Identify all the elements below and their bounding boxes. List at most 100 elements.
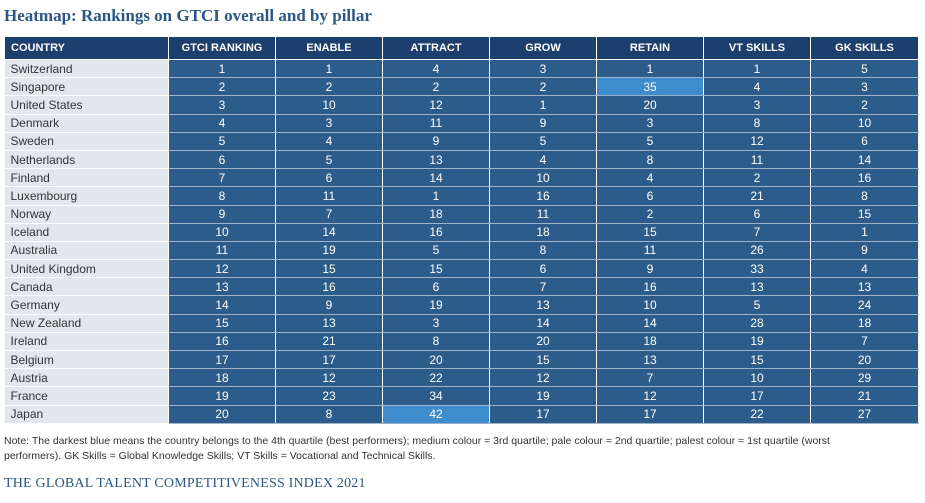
rank-cell: 18 bbox=[489, 223, 597, 242]
rank-cell: 11 bbox=[703, 150, 811, 170]
rank-cell: 20 bbox=[168, 405, 276, 424]
rank-cell: 1 bbox=[489, 95, 597, 115]
rank-cell: 10 bbox=[703, 368, 811, 388]
rank-cell: 8 bbox=[382, 332, 490, 352]
rank-cell: 15 bbox=[168, 314, 276, 333]
rank-cell: 7 bbox=[489, 277, 597, 297]
rank-cell: 7 bbox=[596, 368, 704, 388]
rank-cell: 18 bbox=[382, 205, 490, 224]
rank-cell: 3 bbox=[596, 114, 704, 133]
rank-cell: 24 bbox=[810, 295, 919, 315]
rank-cell: 11 bbox=[596, 241, 704, 261]
table-body: Switzerland 1 1 4 3 1 1 5 Singapore 2 2 2 2 35 4 3 Unite… bbox=[4, 59, 919, 424]
rank-cell: 13 bbox=[810, 277, 919, 297]
rank-cell: 17 bbox=[489, 405, 597, 424]
rank-cell: 19 bbox=[275, 241, 383, 261]
rank-cell: 13 bbox=[596, 350, 704, 370]
rank-cell: 12 bbox=[275, 368, 383, 388]
rank-cell: 42 bbox=[382, 405, 490, 424]
column-header-country: COUNTRY bbox=[4, 36, 169, 60]
rank-cell: 10 bbox=[489, 168, 597, 188]
rank-cell: 12 bbox=[382, 95, 490, 115]
rank-cell: 1 bbox=[382, 186, 490, 206]
rank-cell: 17 bbox=[168, 350, 276, 370]
rank-cell: 1 bbox=[168, 59, 276, 79]
rank-cell: 1 bbox=[703, 59, 811, 79]
rank-cell: 5 bbox=[489, 132, 597, 151]
country-cell: Ireland bbox=[4, 332, 169, 352]
rank-cell: 29 bbox=[810, 368, 919, 388]
rank-cell: 14 bbox=[596, 314, 704, 333]
rank-cell: 5 bbox=[810, 59, 919, 79]
rank-cell: 16 bbox=[596, 277, 704, 297]
rank-cell: 2 bbox=[489, 77, 597, 97]
country-cell: Austria bbox=[4, 368, 169, 388]
table-header-row: COUNTRY GTCI RANKING ENABLE ATTRACT GROW… bbox=[4, 36, 919, 60]
table-row: France 19 23 34 19 12 17 21 bbox=[4, 386, 919, 406]
country-cell: Australia bbox=[4, 241, 169, 261]
rank-cell: 8 bbox=[596, 150, 704, 170]
rank-cell: 1 bbox=[275, 59, 383, 79]
table-row: United Kingdom 12 15 15 6 9 33 4 bbox=[4, 259, 919, 279]
rank-cell: 10 bbox=[275, 95, 383, 115]
rank-cell: 6 bbox=[489, 259, 597, 279]
rank-cell: 9 bbox=[810, 241, 919, 261]
column-header-gtci-ranking: GTCI RANKING bbox=[168, 36, 276, 60]
country-cell: Canada bbox=[4, 277, 169, 297]
country-cell: Switzerland bbox=[4, 59, 169, 79]
rank-cell: 13 bbox=[489, 295, 597, 315]
rank-cell: 8 bbox=[810, 186, 919, 206]
rank-cell: 17 bbox=[596, 405, 704, 424]
rank-cell: 4 bbox=[810, 259, 919, 279]
rank-cell: 5 bbox=[382, 241, 490, 261]
country-cell: Sweden bbox=[4, 132, 169, 151]
rank-cell: 33 bbox=[703, 259, 811, 279]
rank-cell: 5 bbox=[275, 150, 383, 170]
table-row: Luxembourg 8 11 1 16 6 21 8 bbox=[4, 186, 919, 206]
rank-cell: 15 bbox=[596, 223, 704, 242]
rank-cell: 13 bbox=[703, 277, 811, 297]
rank-cell: 9 bbox=[275, 295, 383, 315]
rank-cell: 15 bbox=[703, 350, 811, 370]
rank-cell: 17 bbox=[275, 350, 383, 370]
rank-cell: 21 bbox=[810, 386, 919, 406]
rank-cell: 15 bbox=[810, 205, 919, 224]
rank-cell: 10 bbox=[168, 223, 276, 242]
rank-cell: 3 bbox=[168, 95, 276, 115]
table-row: Sweden 5 4 9 5 5 12 6 bbox=[4, 132, 919, 151]
table-row: Iceland 10 14 16 18 15 7 1 bbox=[4, 223, 919, 242]
rank-cell: 12 bbox=[489, 368, 597, 388]
rank-cell: 3 bbox=[810, 77, 919, 97]
country-cell: Iceland bbox=[4, 223, 169, 242]
country-cell: New Zealand bbox=[4, 314, 169, 333]
table-row: Norway 9 7 18 11 2 6 15 bbox=[4, 205, 919, 224]
country-cell: Luxembourg bbox=[4, 186, 169, 206]
rank-cell: 9 bbox=[382, 132, 490, 151]
column-header-attract: ATTRACT bbox=[382, 36, 490, 60]
rank-cell: 15 bbox=[489, 350, 597, 370]
rank-cell: 14 bbox=[168, 295, 276, 315]
table-row: United States 3 10 12 1 20 3 2 bbox=[4, 95, 919, 115]
country-cell: France bbox=[4, 386, 169, 406]
rank-cell: 1 bbox=[596, 59, 704, 79]
rank-cell: 17 bbox=[703, 386, 811, 406]
rank-cell: 26 bbox=[703, 241, 811, 261]
rank-cell: 2 bbox=[168, 77, 276, 97]
footnote-line-1: Note: The darkest blue means the country… bbox=[4, 435, 830, 447]
rank-cell: 18 bbox=[596, 332, 704, 352]
page-title: Heatmap: Rankings on GTCI overall and by… bbox=[4, 6, 372, 25]
rank-cell: 12 bbox=[703, 132, 811, 151]
rank-cell: 15 bbox=[382, 259, 490, 279]
country-cell: Germany bbox=[4, 295, 169, 315]
rank-cell: 14 bbox=[275, 223, 383, 242]
rank-cell: 13 bbox=[275, 314, 383, 333]
rank-cell: 18 bbox=[810, 314, 919, 333]
table-row: Finland 7 6 14 10 4 2 16 bbox=[4, 168, 919, 188]
table-row: Germany 14 9 19 13 10 5 24 bbox=[4, 295, 919, 315]
rank-cell: 7 bbox=[168, 168, 276, 188]
rank-cell: 16 bbox=[382, 223, 490, 242]
rank-cell: 9 bbox=[489, 114, 597, 133]
report-footer: THE GLOBAL TALENT COMPETITIVENESS INDEX … bbox=[4, 476, 366, 491]
rank-cell: 10 bbox=[810, 114, 919, 133]
rank-cell: 8 bbox=[275, 405, 383, 424]
